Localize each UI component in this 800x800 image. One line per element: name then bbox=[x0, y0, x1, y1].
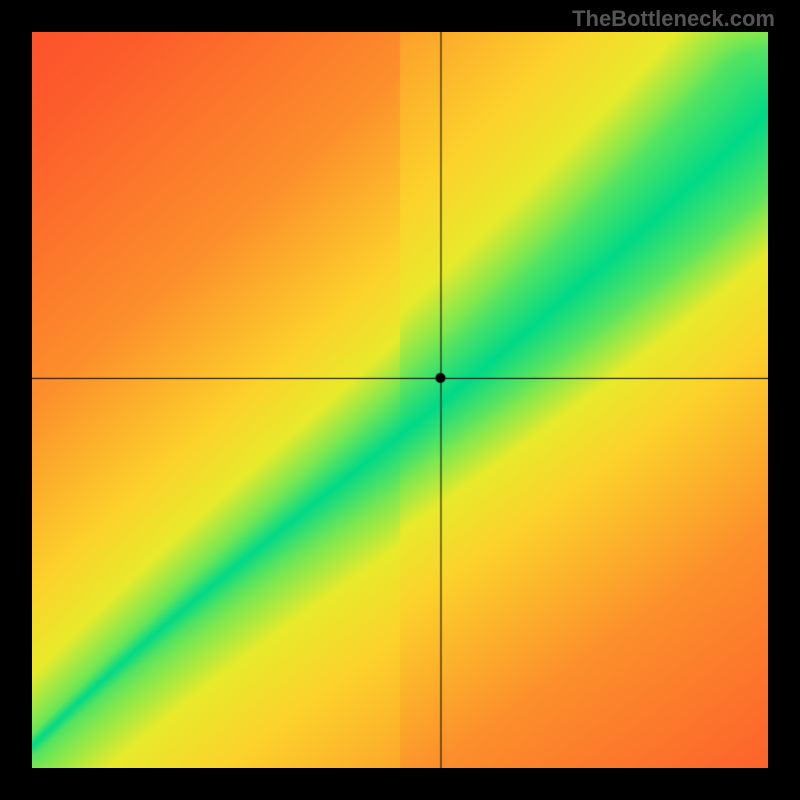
watermark-text: TheBottleneck.com bbox=[572, 6, 775, 32]
heatmap-canvas bbox=[32, 32, 768, 768]
heatmap-plot bbox=[32, 32, 768, 768]
